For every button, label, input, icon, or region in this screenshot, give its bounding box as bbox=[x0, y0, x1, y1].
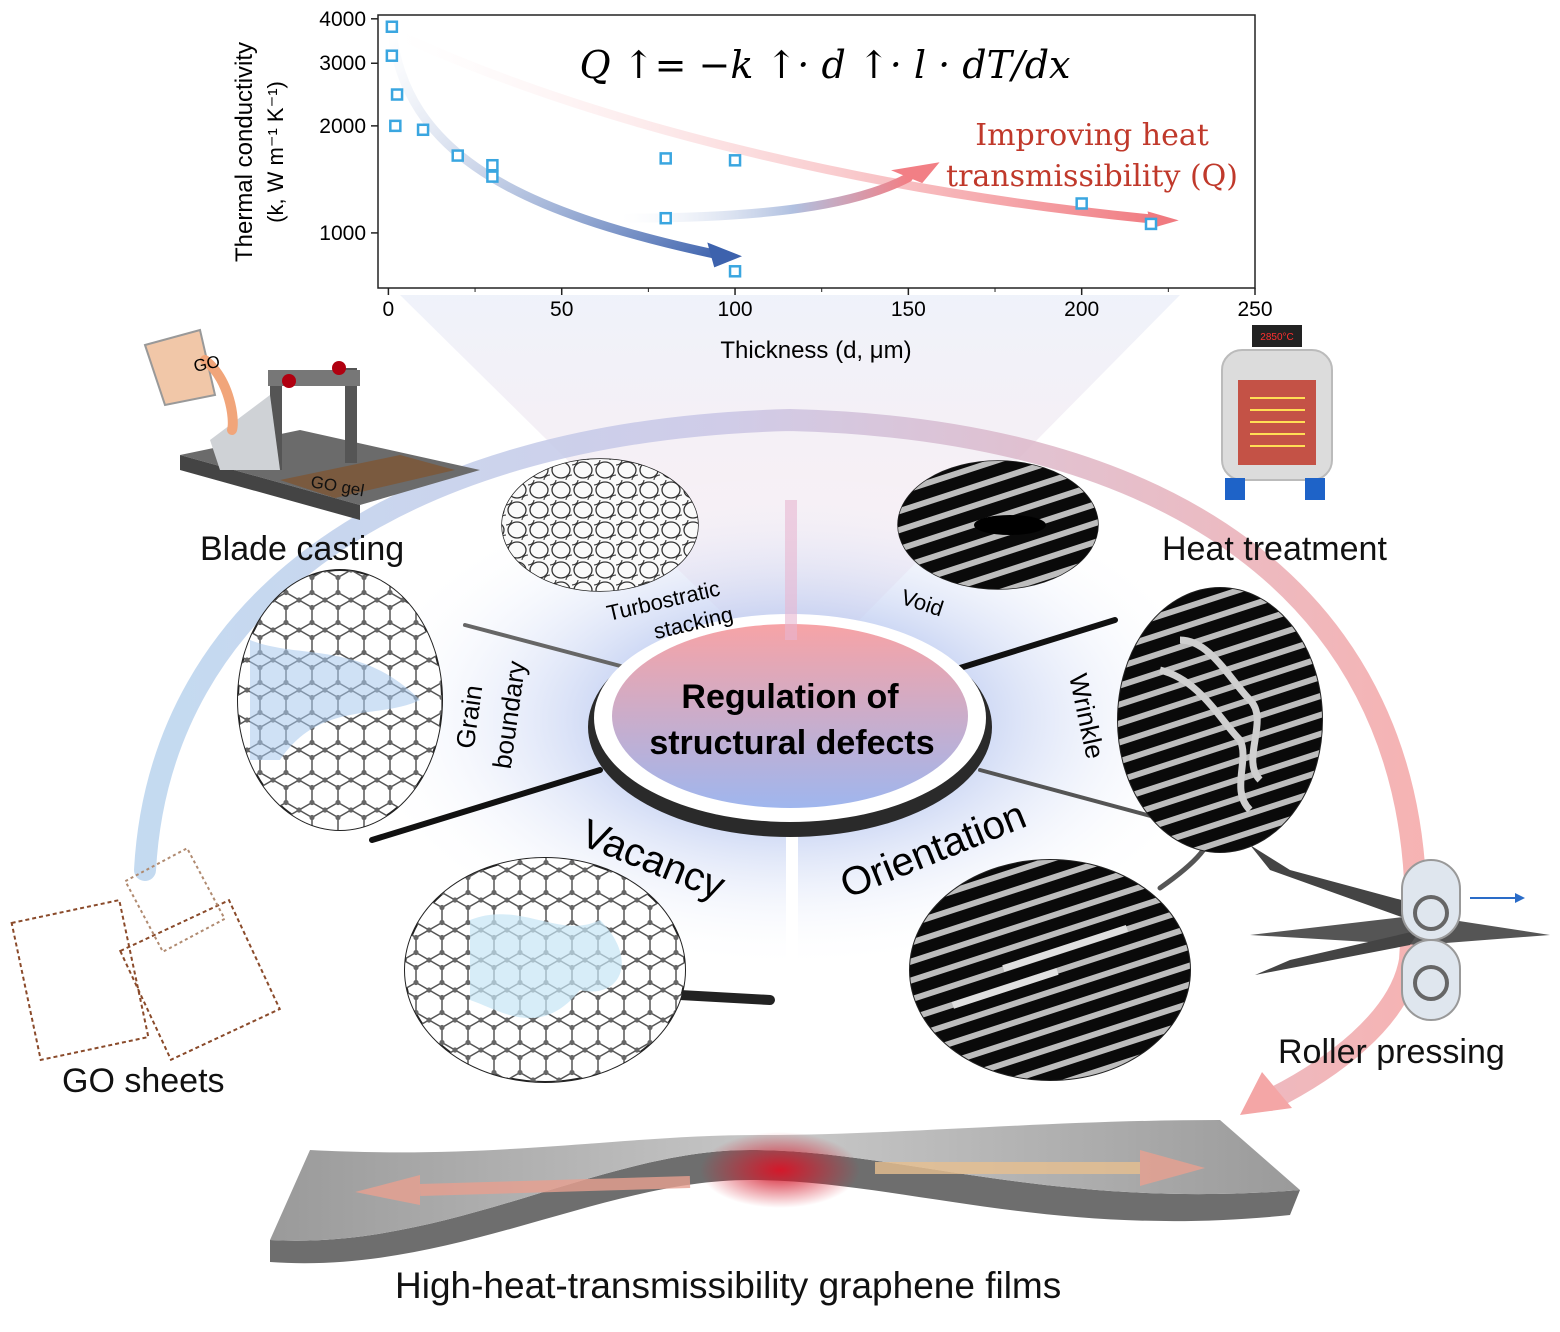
y-axis-label-line1: Thermal conductivity bbox=[231, 42, 258, 262]
x-tick-label: 150 bbox=[891, 298, 926, 321]
data-point bbox=[416, 123, 430, 137]
label-films: High-heat-transmissibility graphene film… bbox=[395, 1265, 1062, 1306]
trend-arrow-improving bbox=[891, 162, 940, 184]
annotation-line1: Improving heat bbox=[975, 118, 1209, 153]
label-roller-pressing: Roller pressing bbox=[1278, 1033, 1505, 1071]
data-point bbox=[390, 88, 404, 101]
graphene-film-illustration bbox=[270, 1120, 1300, 1264]
center-title-line2: structural defects bbox=[649, 724, 934, 762]
y-tick-label: 4000 bbox=[319, 8, 366, 31]
label-go-sheets: GO sheets bbox=[62, 1062, 225, 1100]
y-tick-label: 3000 bbox=[319, 52, 366, 75]
y-axis-ticks: 1000 2000 3000 4000 bbox=[319, 8, 378, 245]
orientation-illustration bbox=[909, 859, 1191, 1081]
y-tick-label: 1000 bbox=[319, 222, 366, 245]
process-arc-arrowhead bbox=[1240, 1072, 1292, 1115]
turbostratic-stacking-illustration bbox=[501, 458, 699, 592]
data-point bbox=[728, 154, 742, 167]
data-point bbox=[385, 20, 399, 33]
roller-pressing-illustration bbox=[1250, 845, 1550, 1021]
x-tick-label: 250 bbox=[1237, 298, 1272, 321]
label-heat-treatment: Heat treatment bbox=[1162, 530, 1387, 568]
center-disk bbox=[588, 614, 992, 837]
y-axis-label-line2: (k, W m⁻¹ K⁻¹) bbox=[263, 81, 288, 223]
data-point bbox=[389, 119, 402, 133]
data-point bbox=[486, 158, 499, 172]
y-tick-label: 2000 bbox=[319, 115, 366, 138]
data-point bbox=[451, 149, 464, 162]
grain-boundary-illustration bbox=[237, 569, 443, 831]
x-tick-label: 200 bbox=[1064, 298, 1099, 321]
trend-curve-improving bbox=[616, 173, 913, 223]
trend-curve-red bbox=[394, 30, 1163, 225]
plot-frame bbox=[377, 14, 1256, 289]
furnace-illustration bbox=[1221, 325, 1333, 500]
data-point bbox=[728, 265, 742, 278]
thermal-conductivity-chart: 0 50 100 150 200 250 1000 2000 3000 4000 Thickne… bbox=[231, 8, 1273, 364]
blade-casting-illustration bbox=[143, 328, 480, 520]
x-tick-label: 0 bbox=[383, 298, 395, 321]
trend-curves bbox=[387, 26, 1179, 268]
vacancy-illustration bbox=[404, 857, 686, 1083]
equation: Q ↑= −k ↑· d ↑· l · dT/dx bbox=[580, 43, 1071, 87]
data-point bbox=[1075, 197, 1088, 210]
halo-dividers bbox=[369, 617, 1218, 1016]
trend-curve-blue bbox=[387, 26, 730, 261]
x-axis-ticks: 0 50 100 150 200 250 bbox=[383, 288, 1273, 321]
data-point bbox=[659, 152, 672, 165]
void-illustration bbox=[897, 460, 1099, 590]
x-axis-label: Thickness (d, μm) bbox=[720, 337, 911, 364]
x-tick-label: 100 bbox=[718, 298, 753, 321]
center-title-line1: Regulation of bbox=[681, 678, 899, 716]
go-sheets-illustration bbox=[10, 846, 282, 1062]
annotation-line2: transmissibility (Q) bbox=[946, 159, 1238, 194]
beam-drip bbox=[785, 500, 797, 640]
data-point bbox=[659, 211, 672, 225]
data-point bbox=[486, 170, 499, 183]
wrinkle-illustration bbox=[1117, 587, 1323, 853]
x-tick-label: 50 bbox=[550, 298, 573, 321]
trend-arrow-blue bbox=[707, 242, 742, 268]
data-point bbox=[385, 49, 399, 62]
data-point bbox=[1144, 217, 1158, 231]
data-points bbox=[385, 20, 1158, 278]
furnace-display: 2850°C bbox=[1260, 332, 1293, 343]
label-blade-casting: Blade casting bbox=[200, 530, 405, 568]
